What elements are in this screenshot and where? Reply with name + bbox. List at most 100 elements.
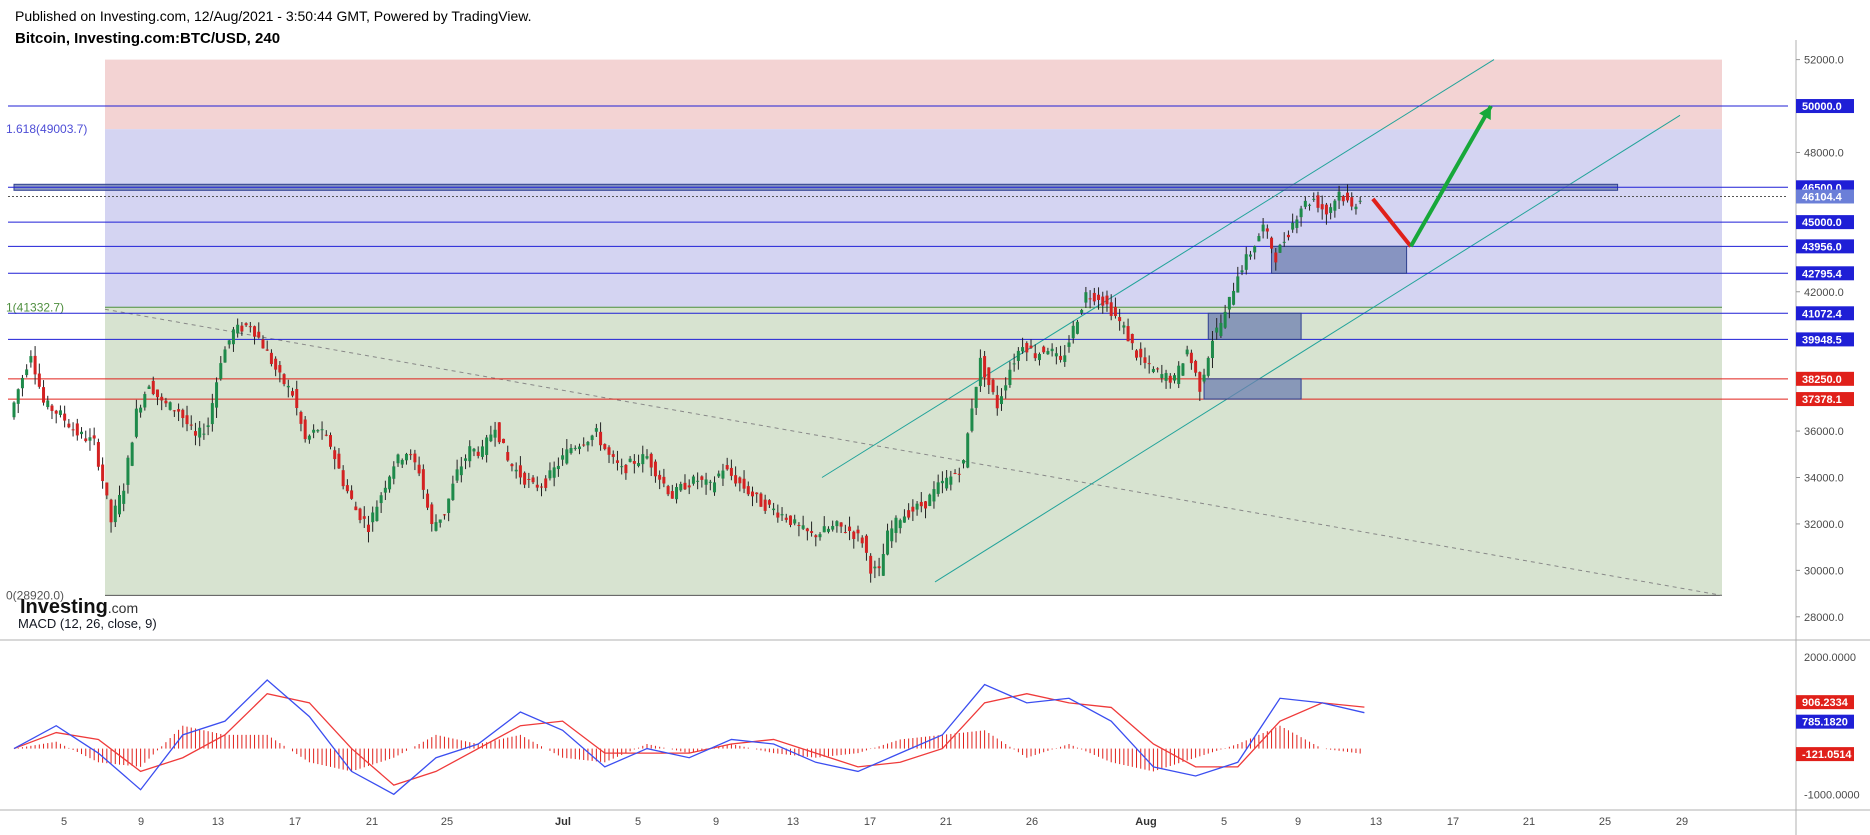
macd-y-tick-label: 2000.0000	[1804, 652, 1856, 664]
logo-text: Investing.com	[20, 596, 138, 618]
candle-body	[261, 339, 265, 349]
candle-body	[1286, 234, 1290, 238]
candle-body	[544, 478, 548, 488]
x-tick-label: 21	[366, 816, 378, 828]
candle-body	[751, 491, 754, 497]
candle-body	[236, 324, 240, 334]
candle-body	[1037, 353, 1041, 361]
candle-body	[603, 444, 607, 450]
candle-body	[814, 535, 818, 538]
candle-body	[839, 522, 843, 527]
candle-body	[375, 506, 379, 521]
candle-body	[687, 485, 691, 488]
macd-badge	[1796, 714, 1854, 729]
candle-body	[1189, 352, 1193, 364]
candle-body	[848, 526, 852, 531]
candle-body	[936, 482, 940, 494]
candle-body	[1358, 200, 1362, 202]
x-tick-label: Aug	[1135, 816, 1156, 828]
candle-body	[489, 434, 493, 442]
candle-body	[763, 499, 767, 511]
candle-body	[1071, 325, 1075, 339]
candle-body	[269, 352, 273, 364]
candle-body	[1012, 363, 1016, 365]
candle-body	[1054, 353, 1058, 357]
candle-body	[113, 505, 117, 523]
candle-body	[966, 433, 970, 468]
candle-body	[1261, 224, 1265, 232]
candle-body	[71, 429, 75, 431]
candle-body	[388, 476, 392, 490]
candle-body	[92, 435, 96, 439]
candle-body	[42, 387, 46, 403]
candle-body	[198, 427, 202, 438]
candle-body	[556, 465, 560, 470]
candle-body	[860, 537, 864, 544]
symbol-title: Bitcoin, Investing.com:BTC/USD, 240	[15, 30, 281, 47]
candle-body	[1021, 347, 1025, 352]
candle-body	[641, 454, 645, 465]
candle-body	[662, 476, 666, 484]
y-tick-label: 32000.0	[1804, 519, 1844, 531]
candle-body	[590, 435, 594, 441]
candle-body	[417, 464, 421, 474]
candle-body	[223, 349, 227, 363]
candle-body	[354, 506, 358, 511]
level-badge	[1796, 99, 1854, 114]
candle-body	[29, 356, 33, 363]
candle-body	[404, 453, 408, 461]
candle-body	[1160, 374, 1164, 379]
candle-body	[160, 396, 164, 401]
candle-body	[257, 331, 261, 338]
x-tick-label: 21	[940, 816, 952, 828]
candle-body	[244, 323, 248, 326]
candle-body	[286, 385, 290, 388]
x-tick-label: 9	[1295, 816, 1301, 828]
candle-body	[1308, 204, 1312, 206]
zone-box	[1203, 378, 1302, 400]
candle-body	[907, 510, 911, 518]
candle-body	[856, 529, 860, 534]
candle-body	[1350, 197, 1354, 207]
candle-body	[531, 477, 535, 483]
candle-body	[1181, 363, 1185, 376]
candle-body	[1354, 206, 1358, 210]
candle-body	[96, 442, 100, 467]
candle-body	[1122, 325, 1126, 328]
candle-body	[620, 466, 624, 468]
macd-signal-line	[13, 693, 1365, 786]
candle-body	[793, 519, 797, 524]
candle-body	[1016, 350, 1020, 361]
candle-body	[552, 467, 556, 478]
level-badge-label: 46104.4	[1802, 191, 1843, 203]
candle-body	[1274, 252, 1278, 263]
candle-body	[1063, 355, 1067, 362]
candle-body	[624, 464, 628, 474]
candle-body	[502, 438, 506, 444]
candle-body	[890, 528, 894, 542]
candle-body	[632, 461, 636, 464]
candle-body	[514, 469, 518, 472]
candle-body	[164, 400, 168, 404]
candle-body	[1198, 372, 1202, 392]
candle-body	[468, 446, 472, 462]
candle-body	[658, 474, 662, 480]
candle-body	[843, 531, 847, 533]
level-badge-label: 41072.4	[1802, 308, 1843, 320]
candle-body	[189, 424, 193, 426]
candle-body	[476, 451, 480, 456]
candle-body	[46, 400, 50, 408]
candle-body	[324, 434, 328, 436]
fib-zone-upper	[105, 59, 1722, 130]
candle-body	[383, 487, 387, 493]
candle-body	[924, 501, 928, 509]
candle-body	[1151, 368, 1155, 372]
x-tick-label: 21	[1523, 816, 1535, 828]
candle-body	[864, 535, 868, 553]
candle-body	[316, 430, 320, 432]
candle-body	[345, 485, 349, 492]
macd-y-tick-label: -1000.0000	[1804, 789, 1860, 801]
candle-body	[1042, 346, 1046, 353]
candle-body	[248, 326, 252, 328]
